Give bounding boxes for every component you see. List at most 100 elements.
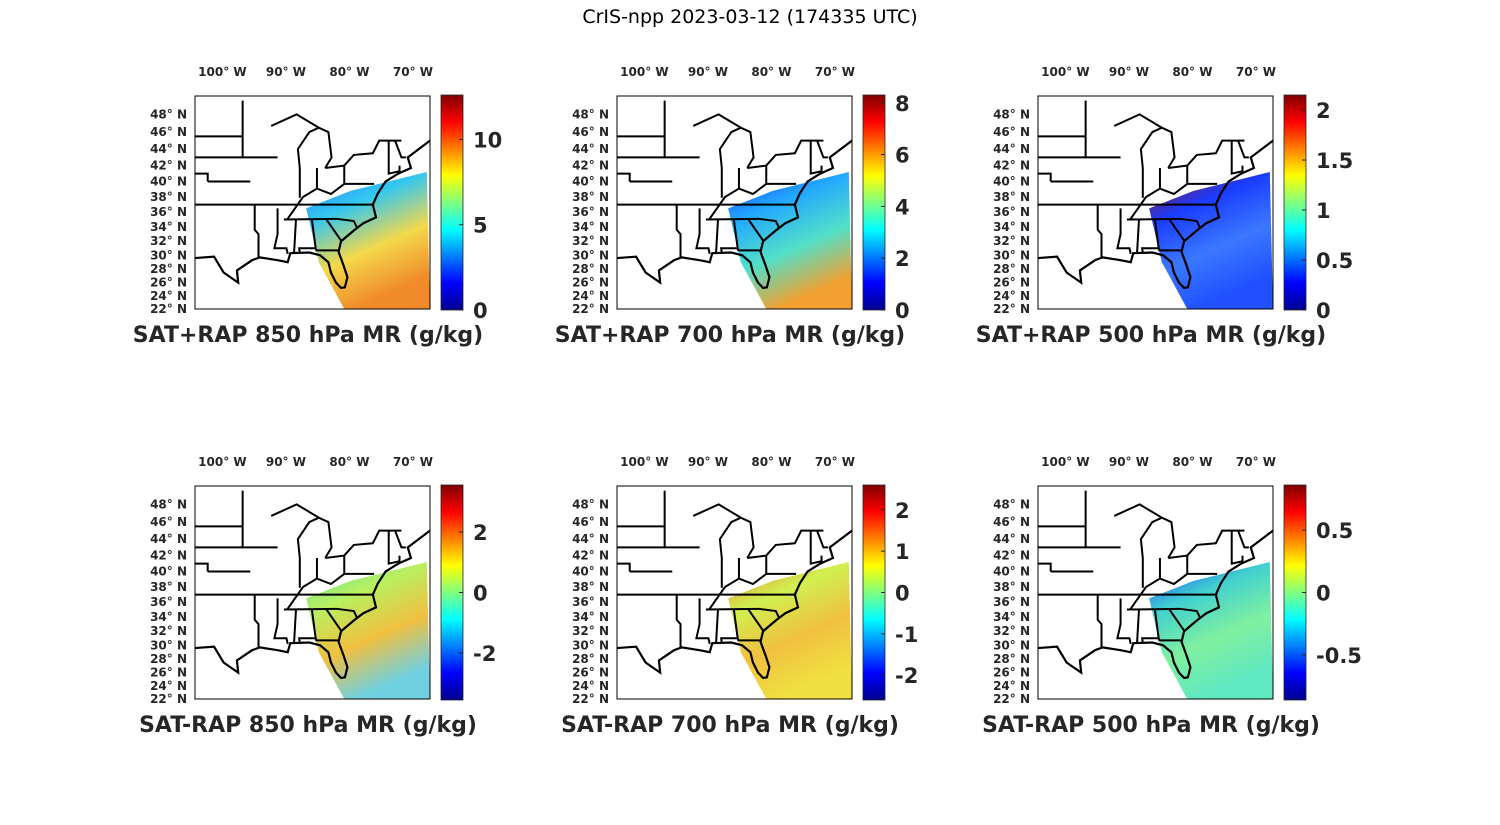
map-content	[195, 486, 430, 699]
lat-tick-label: 38° N	[993, 190, 1030, 204]
lat-tick-label: 34° N	[150, 220, 187, 234]
colorbar-tick-label: 1.5	[1316, 149, 1353, 173]
panel-title: SAT+RAP 700 hPa MR (g/kg)	[555, 323, 905, 348]
map-content	[617, 96, 852, 309]
lat-tick-label: 40° N	[150, 175, 187, 189]
state-border	[715, 609, 719, 643]
lat-tick-label: 46° N	[150, 515, 187, 529]
lat-tick-label: 44° N	[572, 532, 609, 546]
state-border	[747, 218, 764, 242]
lat-tick-label: 44° N	[993, 142, 1030, 156]
colorbar-tick-label: 4	[895, 195, 910, 219]
state-border	[1168, 139, 1245, 169]
lat-tick-label: 32° N	[993, 234, 1030, 248]
state-border	[1129, 183, 1188, 221]
state-border	[705, 217, 780, 229]
map-content	[617, 486, 852, 699]
map-frame	[1037, 485, 1274, 700]
lon-tick-label: 100° W	[620, 455, 668, 469]
lat-tick-label: 32° N	[572, 234, 609, 248]
panel-title: SAT+RAP 850 hPa MR (g/kg)	[133, 323, 483, 348]
state-border	[314, 638, 338, 642]
lon-tick-label: 100° W	[198, 455, 246, 469]
state-border	[692, 503, 742, 519]
lon-tick-label: 90° W	[1109, 65, 1149, 79]
coastline	[1038, 139, 1273, 290]
lat-tick-label: 36° N	[150, 205, 187, 219]
map-content	[1038, 486, 1273, 699]
colorbar-tick-label: -2	[895, 664, 918, 688]
lat-tick-label: 48° N	[993, 107, 1030, 121]
state-border	[1126, 607, 1201, 619]
colorbar-tick-label: 0	[1316, 582, 1331, 606]
state-border	[1157, 248, 1181, 252]
lat-tick-label: 28° N	[572, 262, 609, 276]
state-border	[283, 607, 358, 619]
lat-tick-label: 22° N	[993, 692, 1030, 706]
state-border	[387, 530, 401, 565]
lat-tick-label: 24° N	[572, 289, 609, 303]
lon-tick-label: 90° W	[688, 65, 728, 79]
lat-tick-label: 48° N	[572, 107, 609, 121]
lat-tick-label: 40° N	[993, 565, 1030, 579]
state-border	[1230, 530, 1244, 565]
lat-tick-label: 46° N	[993, 125, 1030, 139]
state-border	[1141, 219, 1160, 254]
state-border	[1038, 172, 1052, 182]
lat-tick-label: 26° N	[572, 666, 609, 680]
lat-tick-label: 26° N	[993, 276, 1030, 290]
lon-tick-label: 100° W	[198, 65, 246, 79]
panel-title: SAT+RAP 500 hPa MR (g/kg)	[976, 323, 1326, 348]
map-frame	[194, 95, 431, 310]
colorbar-tick-label: 2	[895, 499, 910, 523]
state-border	[1113, 503, 1163, 519]
lon-tick-label: 80° W	[1172, 65, 1212, 79]
state-border	[1113, 113, 1163, 129]
state-border	[253, 594, 260, 648]
map-frame	[1037, 95, 1274, 310]
lon-tick-label: 100° W	[1041, 455, 1089, 469]
state-border	[720, 609, 739, 644]
lon-tick-label: 80° W	[751, 455, 791, 469]
lat-tick-label: 34° N	[150, 610, 187, 624]
state-border	[293, 609, 297, 643]
lat-tick-label: 28° N	[993, 652, 1030, 666]
lat-tick-label: 36° N	[572, 205, 609, 219]
state-border	[617, 562, 631, 572]
state-border	[809, 140, 823, 175]
lon-tick-label: 80° W	[1172, 455, 1212, 469]
colorbar-tick-label: 0	[473, 299, 488, 323]
lat-tick-label: 48° N	[572, 497, 609, 511]
lon-tick-label: 70° W	[1236, 65, 1276, 79]
lat-tick-label: 28° N	[993, 262, 1030, 276]
lon-tick-label: 80° W	[329, 65, 369, 79]
state-border	[325, 218, 342, 242]
lat-tick-label: 28° N	[150, 262, 187, 276]
lat-tick-label: 36° N	[993, 205, 1030, 219]
lat-tick-label: 40° N	[993, 175, 1030, 189]
lat-tick-label: 30° N	[150, 248, 187, 262]
state-border	[663, 490, 700, 549]
lat-tick-label: 34° N	[572, 220, 609, 234]
state-border	[1096, 204, 1103, 258]
lat-tick-label: 38° N	[572, 580, 609, 594]
lat-tick-label: 26° N	[150, 276, 187, 290]
state-border	[325, 529, 402, 559]
lon-tick-label: 70° W	[815, 455, 855, 469]
lat-tick-label: 30° N	[150, 638, 187, 652]
lat-tick-label: 42° N	[993, 159, 1030, 173]
state-border	[394, 140, 406, 159]
state-border	[720, 219, 739, 254]
state-border	[1084, 490, 1121, 549]
colorbar-tick-label: -1	[895, 623, 918, 647]
satellite-swath	[306, 562, 430, 699]
colorbar	[1283, 94, 1307, 311]
map-panel: 100° W 90° W 80° W 70° W 48° N 46° N 44° N 42° …	[982, 455, 1362, 738]
state-border	[253, 204, 260, 258]
state-border	[1084, 100, 1121, 159]
lat-tick-label: 24° N	[150, 679, 187, 693]
state-border	[241, 100, 278, 159]
state-border	[325, 139, 402, 169]
state-border	[695, 208, 711, 255]
